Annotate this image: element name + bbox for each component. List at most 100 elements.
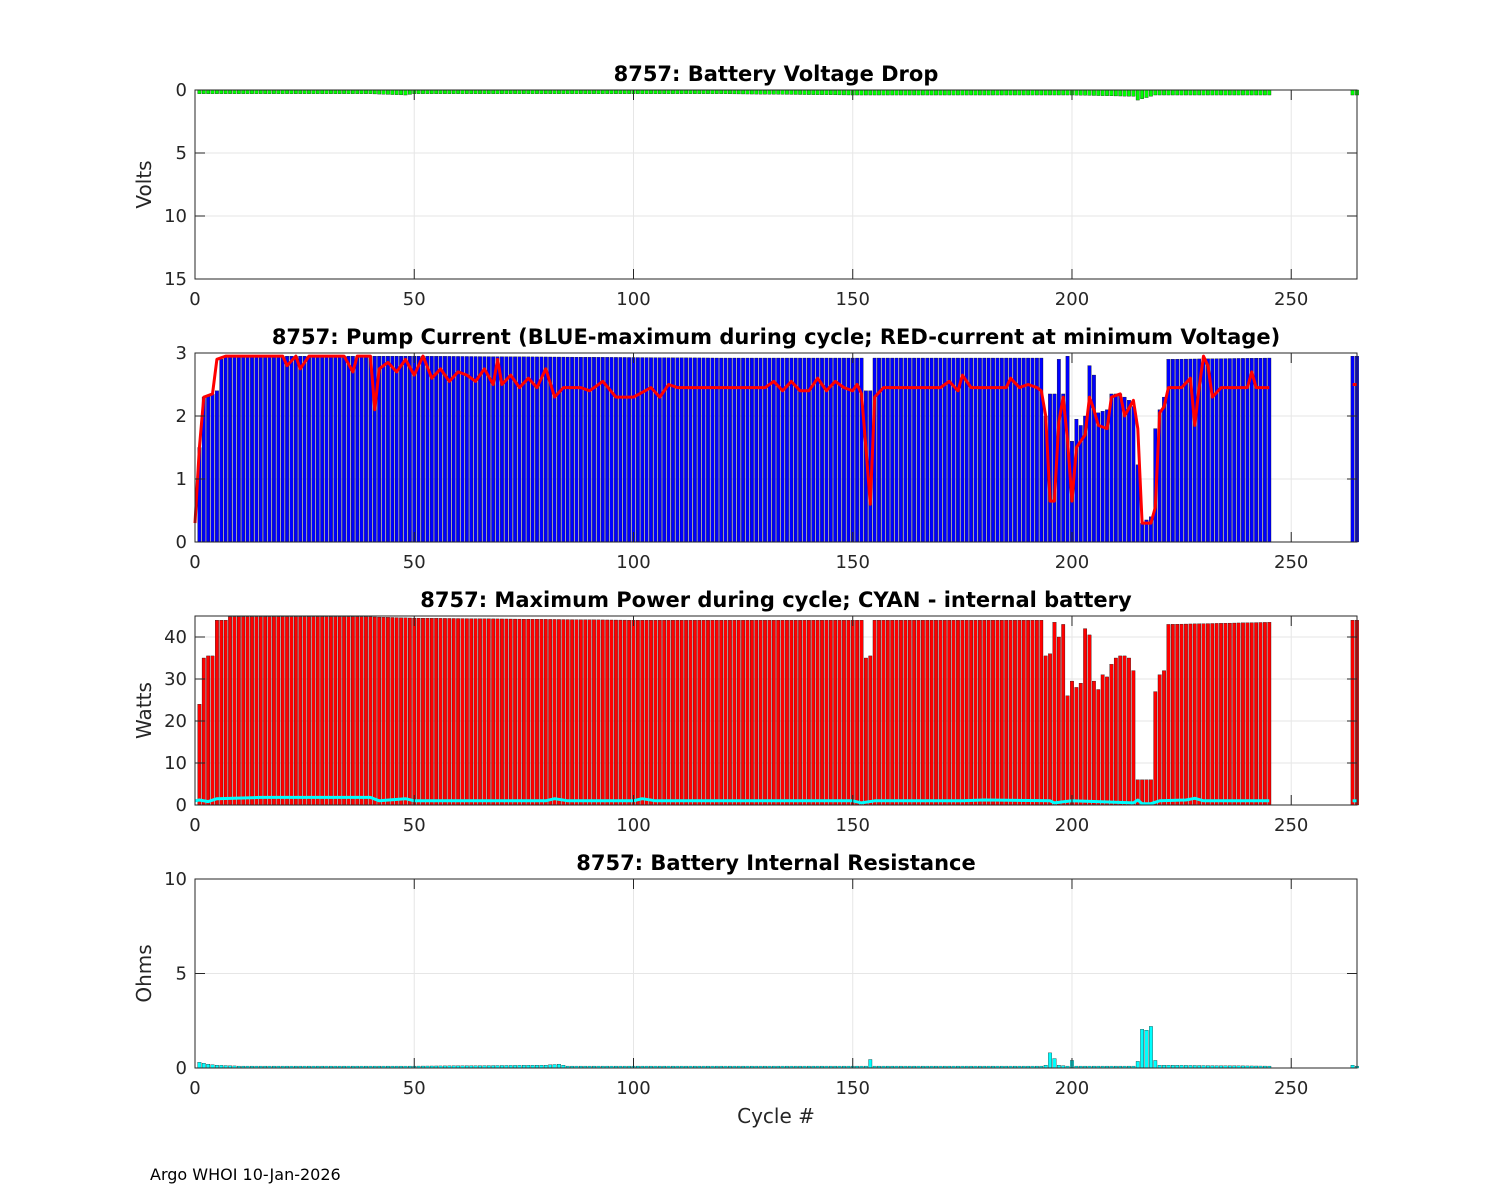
bar: [728, 357, 732, 543]
bar: [802, 357, 807, 543]
y-tick-label: 10: [164, 206, 187, 227]
bar: [811, 89, 816, 95]
bar: [807, 89, 811, 95]
bar: [745, 620, 750, 806]
x-tick-label: 50: [403, 1078, 426, 1099]
bar: [1135, 89, 1140, 101]
bar: [570, 356, 574, 543]
bar: [640, 89, 645, 94]
bar: [245, 616, 250, 806]
bar: [206, 1064, 211, 1069]
bar: [1092, 89, 1096, 96]
bar: [723, 89, 728, 94]
bar: [596, 619, 601, 806]
bar: [1223, 89, 1228, 96]
bar: [315, 89, 320, 94]
bar: [342, 616, 346, 806]
bar: [377, 616, 382, 806]
bar: [1052, 622, 1057, 806]
bar: [824, 357, 829, 543]
bar: [618, 357, 623, 543]
bar: [916, 620, 921, 806]
bar: [653, 357, 658, 543]
bar: [337, 89, 342, 94]
bar: [403, 617, 408, 806]
bar: [1122, 89, 1127, 97]
bar: [1232, 89, 1237, 96]
bar: [228, 616, 232, 806]
bar: [1118, 89, 1123, 97]
x-tick-label: 0: [189, 289, 200, 310]
bar: [1043, 655, 1048, 806]
bar: [978, 89, 982, 96]
bar: [399, 617, 403, 806]
bar: [587, 89, 592, 94]
bar: [219, 359, 224, 543]
bar: [1140, 89, 1144, 99]
bar: [1127, 400, 1131, 543]
x-tick-label: 50: [403, 289, 426, 310]
bar: [701, 89, 706, 94]
bar: [723, 620, 728, 806]
bar: [228, 355, 232, 543]
bar: [798, 89, 802, 95]
bar: [298, 89, 303, 94]
x-tick-label: 150: [836, 815, 870, 836]
bar: [833, 357, 838, 543]
bar: [1184, 89, 1188, 96]
bar: [649, 620, 653, 806]
bar: [929, 357, 934, 543]
bar: [543, 356, 548, 543]
bar: [614, 357, 618, 543]
bar: [368, 89, 373, 94]
bar: [210, 393, 215, 543]
bar: [272, 355, 276, 543]
bar: [364, 616, 368, 806]
bar: [486, 618, 491, 806]
bar: [1017, 620, 1022, 806]
bar: [250, 355, 254, 543]
bar: [236, 355, 241, 543]
bar: [745, 357, 750, 543]
bar: [741, 357, 745, 543]
bar: [846, 357, 851, 543]
bar: [859, 89, 864, 96]
bar: [232, 616, 237, 806]
bar: [552, 1064, 557, 1069]
bar: [640, 357, 645, 543]
bar: [359, 89, 364, 94]
bar: [1008, 357, 1013, 543]
bar: [1078, 89, 1083, 96]
y-tick-label: 30: [164, 669, 187, 690]
series-red-bar: [197, 616, 1359, 806]
bar: [1227, 89, 1232, 96]
bar: [693, 620, 697, 806]
bar: [1241, 89, 1245, 96]
x-tick-label: 200: [1055, 552, 1089, 573]
bar: [548, 619, 553, 806]
bar: [807, 357, 811, 543]
bar: [842, 89, 846, 96]
y-tick-label: 10: [164, 753, 187, 774]
bar: [451, 89, 456, 94]
bar: [1249, 622, 1254, 806]
bar: [912, 89, 916, 96]
bar: [425, 356, 430, 543]
bar: [1048, 1052, 1052, 1069]
bar: [215, 390, 219, 543]
bar: [561, 356, 566, 543]
bar: [1197, 89, 1202, 96]
bar: [535, 89, 539, 94]
bar: [789, 620, 794, 806]
bar: [486, 89, 491, 94]
bar: [364, 89, 368, 94]
bar: [443, 89, 447, 94]
bar: [1236, 622, 1241, 806]
axes-box: [194, 615, 1358, 806]
bar: [1074, 89, 1079, 96]
bar: [1118, 655, 1123, 806]
bar: [258, 355, 263, 543]
bar: [894, 357, 899, 543]
bar: [250, 616, 254, 806]
